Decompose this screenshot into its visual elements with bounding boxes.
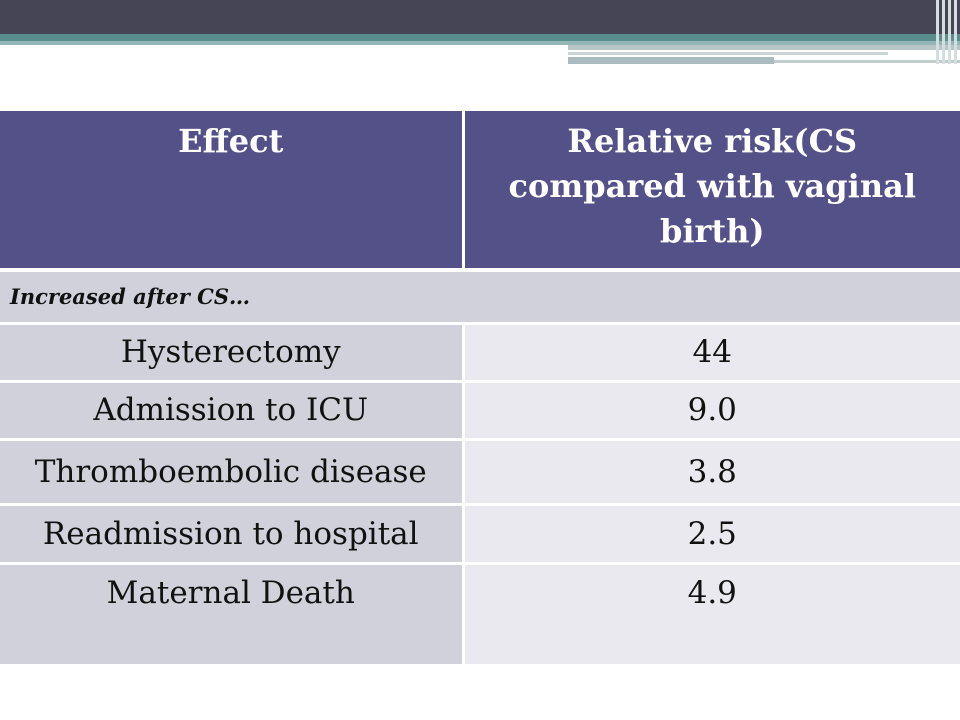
table-row: Admission to ICU 9.0 (0, 381, 960, 441)
effect-cell: Thromboembolic disease (0, 439, 465, 506)
relative-risk-cell: 9.0 (463, 381, 960, 441)
slide-accent-line-light (0, 41, 960, 45)
table-header-row: Effect Relative risk(CS compared with va… (0, 111, 960, 272)
table-row: Thromboembolic disease 3.8 (0, 439, 960, 506)
effect-cell: Hysterectomy (0, 323, 465, 383)
section-label: Increased after CS… (0, 270, 960, 325)
effect-cell: Maternal Death (0, 563, 465, 664)
header-relative-risk: Relative risk(CS compared with vaginal b… (463, 111, 960, 272)
decorative-bar (568, 52, 888, 55)
relative-risk-cell: 4.9 (463, 563, 960, 664)
table-row: Maternal Death 4.9 (0, 563, 960, 664)
relative-risk-cell: 3.8 (463, 439, 960, 506)
relative-risk-cell: 2.5 (463, 504, 960, 565)
decorative-bar (568, 45, 960, 50)
effect-cell: Readmission to hospital (0, 504, 465, 565)
relative-risk-cell: 44 (463, 323, 960, 383)
table-row: Readmission to hospital 2.5 (0, 504, 960, 565)
slide-top-band (0, 0, 960, 34)
header-effect: Effect (0, 111, 465, 272)
relative-risk-table: Effect Relative risk(CS compared with va… (0, 111, 960, 664)
decorative-bar (774, 60, 960, 63)
table-row: Hysterectomy 44 (0, 323, 960, 383)
effect-cell: Admission to ICU (0, 381, 465, 441)
slide-accent-line (0, 34, 960, 41)
decorative-vertical-lines (934, 0, 960, 64)
section-row: Increased after CS… (0, 270, 960, 325)
decorative-bar (568, 57, 774, 64)
